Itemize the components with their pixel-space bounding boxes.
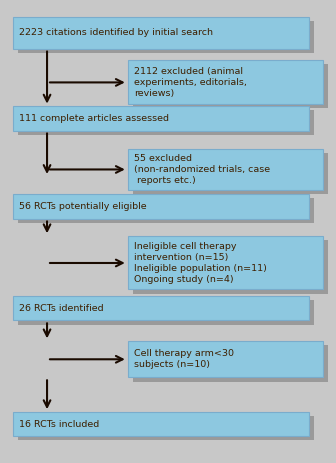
FancyBboxPatch shape — [133, 345, 328, 381]
Text: Cell therapy arm<30
subjects (n=10): Cell therapy arm<30 subjects (n=10) — [134, 349, 234, 369]
FancyBboxPatch shape — [13, 106, 309, 131]
FancyBboxPatch shape — [18, 416, 314, 440]
Text: 56 RCTs potentially eligible: 56 RCTs potentially eligible — [19, 202, 147, 211]
FancyBboxPatch shape — [18, 300, 314, 324]
FancyBboxPatch shape — [133, 64, 328, 108]
FancyBboxPatch shape — [18, 199, 314, 223]
FancyBboxPatch shape — [128, 236, 323, 289]
FancyBboxPatch shape — [18, 110, 314, 134]
FancyBboxPatch shape — [13, 17, 309, 49]
Text: Ineligible cell therapy
intervention (n=15)
Ineligible population (n=11)
Ongoing: Ineligible cell therapy intervention (n=… — [134, 242, 266, 284]
Text: 2112 excluded (animal
experiments, editorials,
reviews): 2112 excluded (animal experiments, edito… — [134, 67, 247, 98]
FancyBboxPatch shape — [128, 60, 323, 104]
FancyBboxPatch shape — [13, 296, 309, 320]
FancyBboxPatch shape — [18, 300, 314, 325]
FancyBboxPatch shape — [18, 21, 314, 53]
Text: 111 complete articles assessed: 111 complete articles assessed — [19, 114, 169, 123]
Text: 16 RCTs included: 16 RCTs included — [19, 419, 100, 429]
FancyBboxPatch shape — [13, 194, 309, 219]
Text: 55 excluded
(non-randomized trials, case
 reports etc.): 55 excluded (non-randomized trials, case… — [134, 154, 270, 185]
FancyBboxPatch shape — [128, 341, 323, 377]
Text: 2223 citations identified by initial search: 2223 citations identified by initial sea… — [19, 28, 213, 38]
FancyBboxPatch shape — [133, 345, 328, 382]
FancyBboxPatch shape — [18, 111, 314, 135]
Text: 26 RCTs identified: 26 RCTs identified — [19, 304, 104, 313]
FancyBboxPatch shape — [133, 153, 328, 194]
FancyBboxPatch shape — [18, 416, 314, 440]
FancyBboxPatch shape — [128, 149, 323, 190]
FancyBboxPatch shape — [18, 198, 314, 222]
FancyBboxPatch shape — [133, 240, 328, 294]
FancyBboxPatch shape — [13, 412, 309, 436]
FancyBboxPatch shape — [18, 21, 314, 52]
FancyBboxPatch shape — [133, 240, 328, 293]
FancyBboxPatch shape — [133, 64, 328, 108]
FancyBboxPatch shape — [133, 153, 328, 194]
